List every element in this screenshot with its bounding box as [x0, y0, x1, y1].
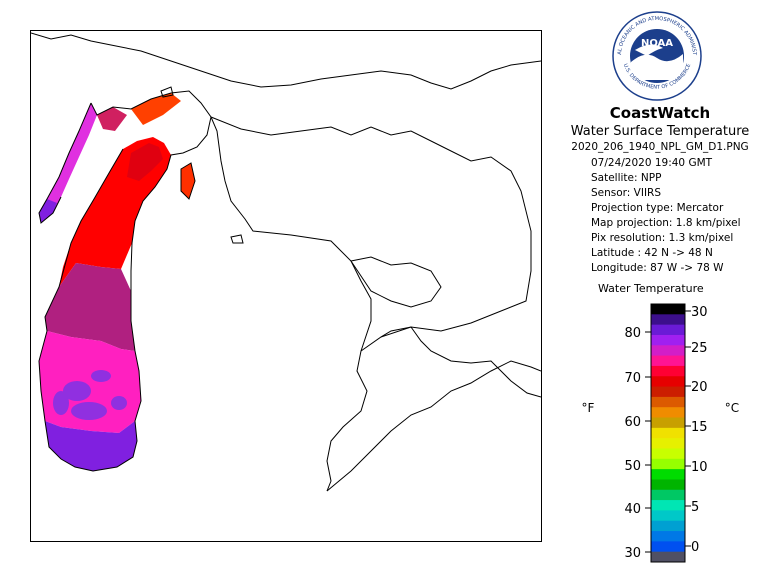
coastline-small-islands — [160, 86, 244, 244]
sst-north-edge — [131, 93, 181, 125]
scale-swatch — [651, 417, 685, 429]
scale-swatch — [651, 458, 685, 470]
scale-swatch — [651, 427, 685, 439]
scale-swatch — [651, 314, 685, 326]
coastline-green-bay — [38, 102, 92, 224]
coastline-upper-peninsula — [31, 32, 541, 90]
scale-swatch — [651, 438, 685, 449]
meta-latitude: Latitude : 42 N -> 48 N — [591, 247, 713, 259]
meta-pix-resolution: Pix resolution: 1.3 km/pixel — [591, 232, 734, 244]
celsius-tick-label: 25 — [691, 341, 708, 356]
scale-swatch — [651, 469, 685, 480]
coastline-lake-huron — [210, 116, 532, 492]
lake-michigan-sst — [39, 93, 195, 471]
scale-swatch — [651, 407, 685, 419]
fahrenheit-tick-label: 40 — [624, 502, 641, 517]
meta-map-projection: Map projection: 1.8 km/pixel — [591, 217, 741, 229]
brand-title: CoastWatch — [609, 104, 711, 122]
unit-fahrenheit: °F — [582, 401, 595, 415]
scale-swatch — [651, 334, 685, 346]
scale-swatch — [651, 324, 685, 336]
noaa-logo: NOAA NATIONAL OCEANIC AND ATMOSPHERIC AD… — [608, 6, 703, 102]
celsius-tick-label: 30 — [691, 305, 708, 320]
coastline-lake-erie — [326, 360, 541, 492]
coastline-lake-michigan — [38, 90, 212, 472]
scale-swatch — [651, 541, 685, 553]
coastline-lower-peninsula — [210, 116, 372, 352]
meta-longitude: Longitude: 87 W -> 78 W — [591, 262, 724, 274]
scale-swatch — [651, 355, 685, 367]
fahrenheit-tick-label: 70 — [624, 371, 641, 386]
celsius-tick-label: 15 — [691, 420, 708, 435]
product-title: Water Surface Temperature — [570, 124, 750, 139]
fahrenheit-tick-label: 60 — [624, 415, 641, 430]
fahrenheit-tick-label: 30 — [624, 546, 641, 561]
scale-swatch — [651, 551, 685, 563]
scale-swatch — [651, 531, 685, 542]
meta-date: 07/24/2020 19:40 GMT — [591, 157, 713, 169]
fahrenheit-tick-label: 50 — [624, 459, 641, 474]
scale-swatch — [651, 479, 685, 491]
scale-swatch — [651, 500, 685, 511]
sst-purple-patches — [53, 370, 127, 420]
sst-north-redorange — [127, 143, 163, 181]
scale-swatch — [651, 520, 685, 532]
coastline-georgian-bay — [380, 326, 541, 398]
scale-swatch — [651, 345, 685, 357]
scale-swatch — [651, 448, 685, 460]
scale-swatch — [651, 396, 685, 408]
celsius-tick-label: 5 — [691, 500, 699, 515]
meta-sensor: Sensor: VIIRS — [591, 187, 662, 199]
map-svg — [31, 32, 541, 492]
logo-agency: NOAA — [641, 38, 673, 49]
celsius-tick-label: 20 — [691, 380, 708, 395]
sst-south-purple — [45, 421, 137, 471]
sst-green-bay-purple — [39, 199, 57, 223]
scale-swatch — [651, 489, 685, 501]
map-panel — [30, 30, 542, 542]
meta-satellite: Satellite: NPP — [591, 172, 662, 184]
meta-projection-type: Projection type: Mercator — [591, 202, 724, 214]
sst-north-edge-2 — [97, 107, 127, 131]
celsius-tick-label: 0 — [691, 540, 699, 555]
scale-swatch — [651, 386, 685, 398]
unit-celsius: °C — [725, 401, 739, 415]
scale-swatch — [651, 510, 685, 522]
coastlines — [31, 32, 541, 492]
scale-swatch — [651, 365, 685, 377]
sst-green-bay — [39, 103, 97, 223]
scale-outline — [650, 303, 686, 563]
scale-swatch — [651, 376, 685, 388]
scale-swatch — [651, 304, 685, 315]
sst-mid-band — [45, 263, 135, 351]
scale-bar — [650, 303, 686, 563]
file-name: 2020_206_1940_NPL_GM_D1.PNG — [571, 141, 749, 153]
coastline-manitoulin — [350, 256, 442, 308]
legend-title: Water Temperature — [598, 282, 704, 295]
celsius-tick-label: 10 — [691, 460, 708, 475]
fahrenheit-tick-label: 80 — [624, 326, 641, 341]
